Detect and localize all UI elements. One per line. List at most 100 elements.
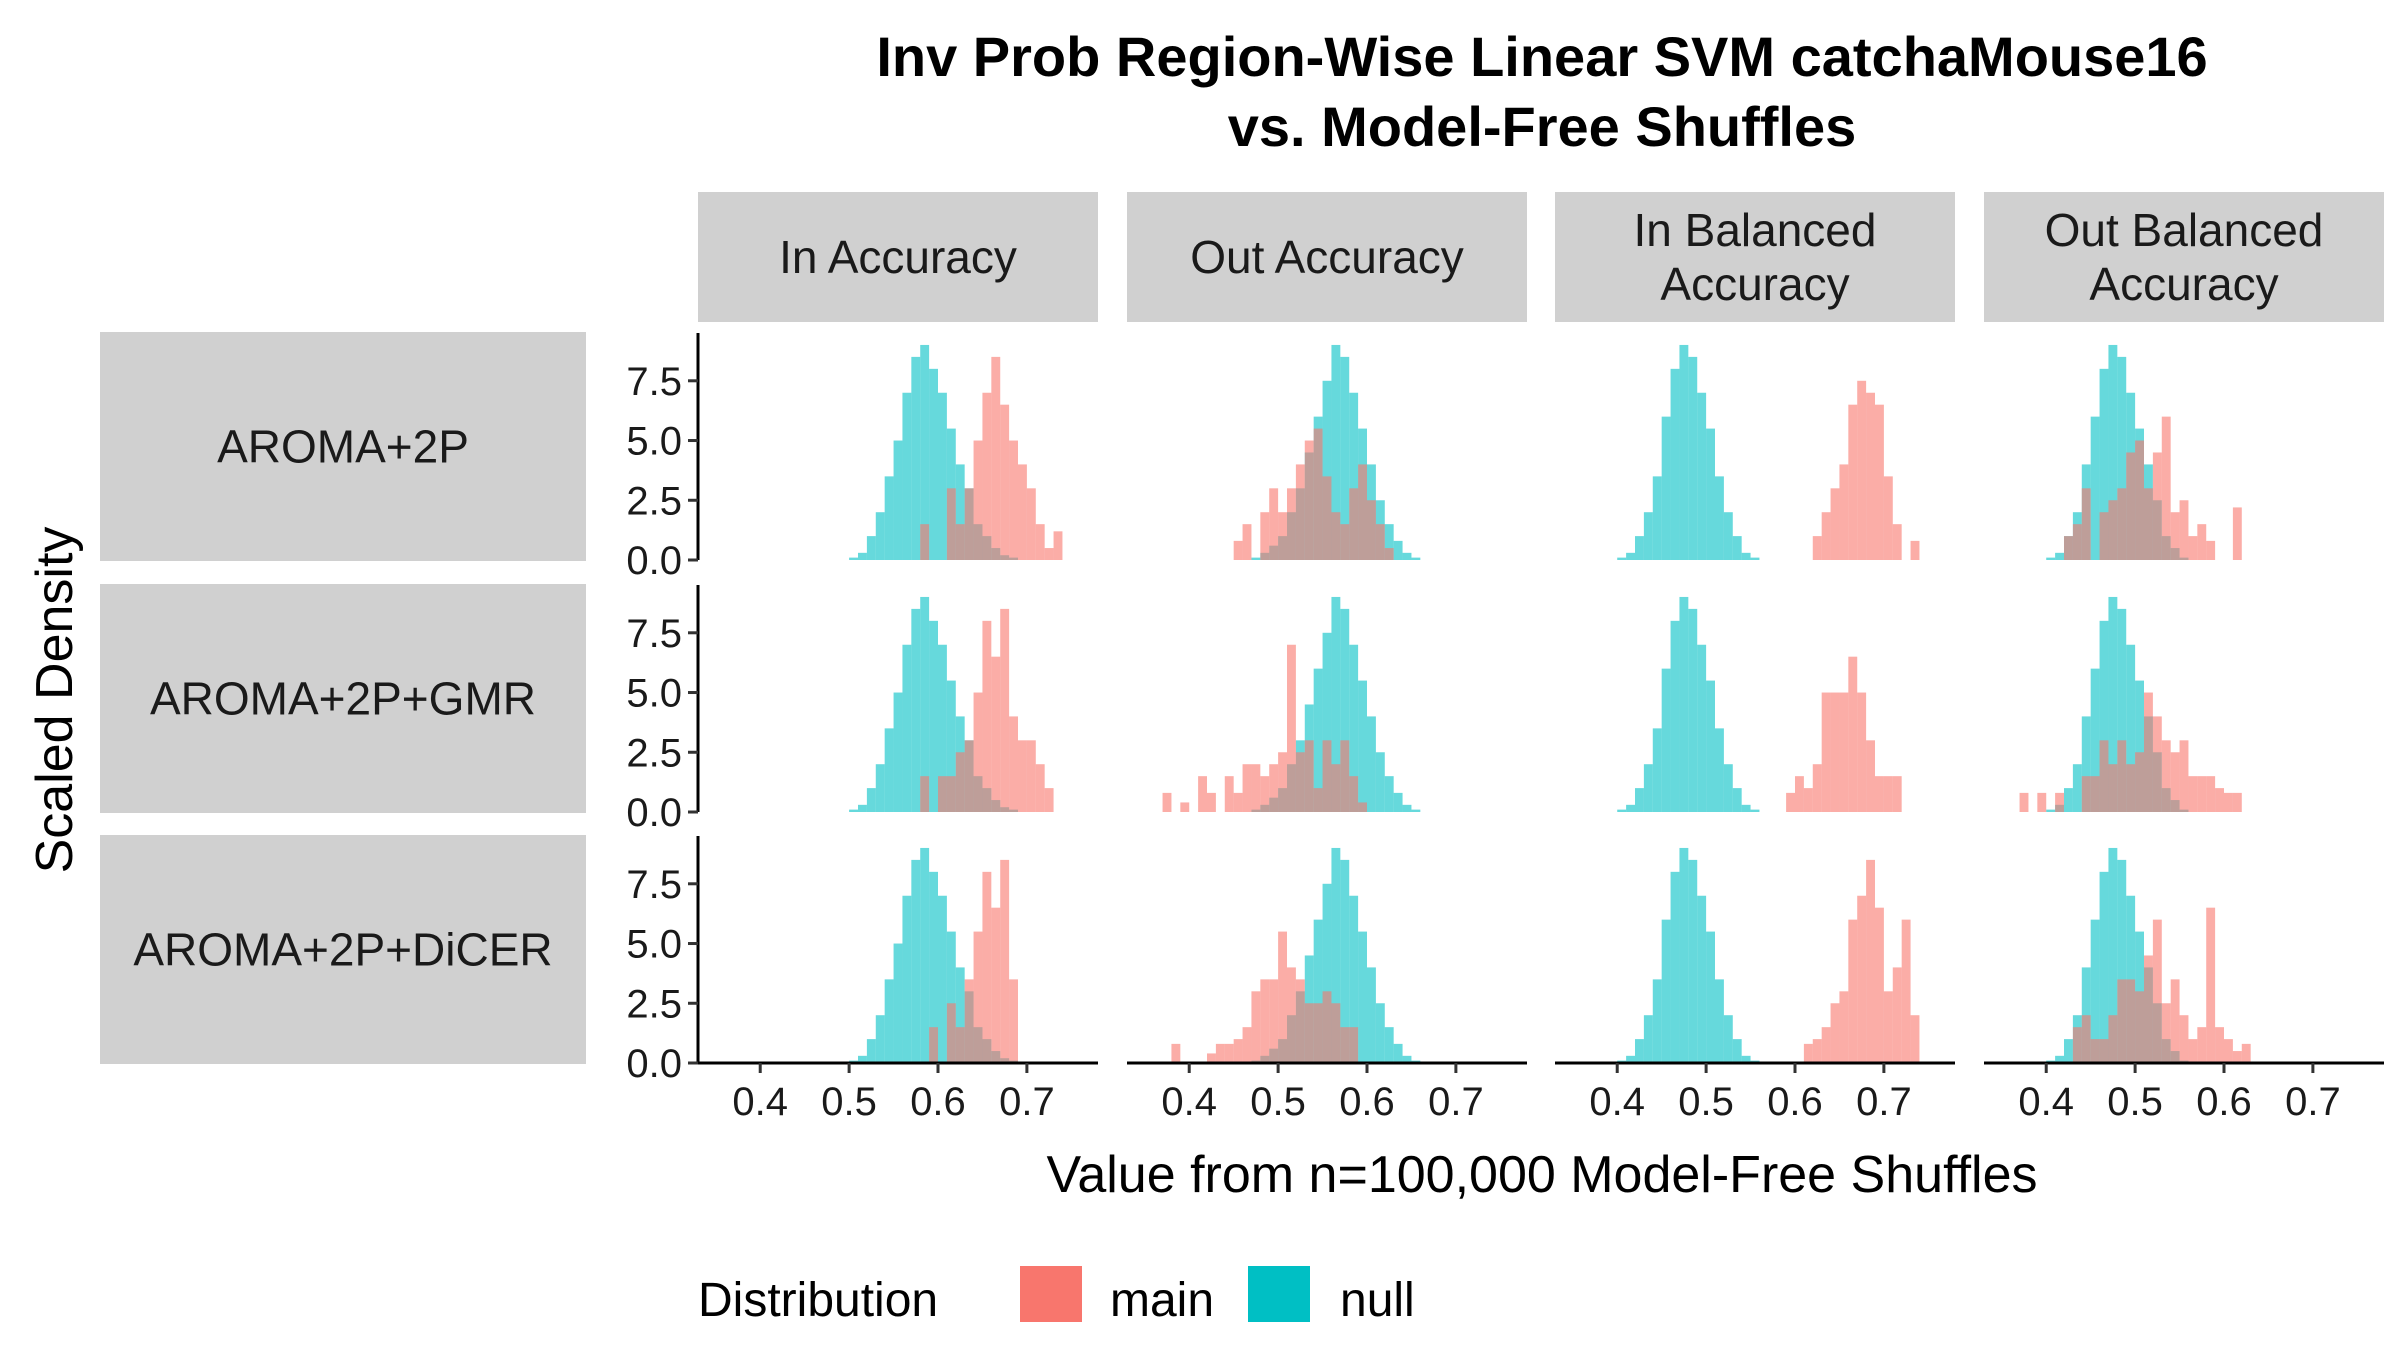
main-bar [1883,776,1893,812]
main-bar [2081,488,2091,560]
main-bar [2064,536,2073,560]
chart-title-line-1: Inv Prob Region-Wise Linear SVM catchaMo… [876,25,2207,88]
column-strip-label-1-0: Out Accuracy [1190,231,1464,283]
main-bar [1035,764,1045,812]
main-bar [1242,1027,1252,1063]
null-bar [1661,668,1671,812]
main-bar [1044,548,1054,560]
legend-label-main: main [1110,1274,1214,1327]
null-bar [2081,716,2091,812]
x-tick-label: 0.4 [732,1080,788,1124]
null-bar [902,392,912,560]
row-strip-label-2: AROMA+2P+DiCER [133,924,552,976]
null-bar [884,979,894,1063]
main-bar [2090,1039,2100,1063]
main-bar [1821,512,1831,560]
main-bar [1278,512,1287,560]
main-bar [2179,500,2189,560]
main-bar [1786,792,1795,812]
main-bar [2152,919,2162,1063]
main-bar [2188,776,2198,812]
null-bar [1661,919,1671,1063]
main-bar [2161,416,2171,560]
null-bar [1340,859,1350,1063]
null-bar [1384,524,1394,560]
null-bar [1688,859,1698,1063]
x-tick-label: 0.6 [1339,1080,1395,1124]
x-tick-label: 0.7 [2285,1080,2341,1124]
main-bar [2144,692,2153,812]
main-bar [2170,979,2180,1063]
null-bar [946,680,956,812]
null-bar [1626,804,1635,812]
null-bar [2090,668,2100,812]
column-strip-3 [1984,192,2384,322]
legend: Distribution main null [698,1266,1415,1327]
x-tick-label: 0.5 [1250,1080,1306,1124]
main-bar [1795,776,1804,812]
main-bar [2188,1039,2198,1063]
null-bar [1697,895,1707,1063]
main-bar [964,740,974,812]
main-bar [2072,1027,2082,1063]
null-bar [2117,356,2127,560]
x-tick-label: 0.6 [1767,1080,1823,1124]
legend-swatch-null [1248,1266,1310,1322]
panel-0-1 [1233,344,1421,560]
main-bar [1053,531,1063,560]
null-bar [875,512,885,560]
null-bar [849,809,858,812]
main-bar [1322,740,1332,812]
main-bar [1830,488,1840,560]
null-bar [1322,883,1332,1063]
main-bar [2081,776,2091,812]
column-strip-2 [1555,192,1955,322]
column-strip-label-3-1: Accuracy [2089,258,2278,310]
main-bar [1857,380,1867,560]
null-bar [2108,596,2118,812]
y-tick-label: 2.5 [626,982,682,1026]
main-bar [2117,979,2127,1063]
column-strip-label-2-1: Accuracy [1660,258,1849,310]
main-bar [2126,764,2136,812]
panel-0-3 [2046,344,2242,560]
x-tick-label: 0.6 [910,1080,966,1124]
null-bar [1331,847,1341,1063]
panel-2-1 [1171,847,1421,1063]
main-bar [1000,608,1010,812]
null-bar [1732,1039,1742,1063]
main-bar [1000,859,1010,1063]
main-bar [982,620,992,812]
main-bar [973,440,983,560]
main-bar [946,776,956,812]
main-bar [2215,788,2224,812]
null-bar [1679,344,1689,560]
main-bar [2206,540,2216,560]
main-bar [2126,452,2136,560]
null-bar [1670,368,1680,560]
null-bar [2046,557,2056,560]
main-bar [2108,764,2118,812]
null-bar [875,1015,885,1063]
x-tick-label: 0.7 [1428,1080,1484,1124]
main-bar [2019,792,2029,812]
null-bar [1626,552,1635,560]
main-bar [1821,1027,1831,1063]
main-bar [1026,488,1036,560]
null-bar [1393,1043,1403,1063]
null-bar [1635,788,1644,812]
main-bar [2135,752,2144,812]
main-bar [1892,776,1902,812]
null-bar [929,871,938,1063]
main-bar [2224,792,2233,812]
main-bar [1883,476,1893,560]
main-bar [1242,764,1252,812]
main-bar [2055,792,2064,812]
null-bar [1732,536,1742,560]
main-bar [2197,776,2207,812]
x-tick-label: 0.5 [2107,1080,2163,1124]
panel-0-2 [1617,344,1920,560]
null-bar [1322,632,1332,812]
main-bar [1340,1027,1350,1063]
